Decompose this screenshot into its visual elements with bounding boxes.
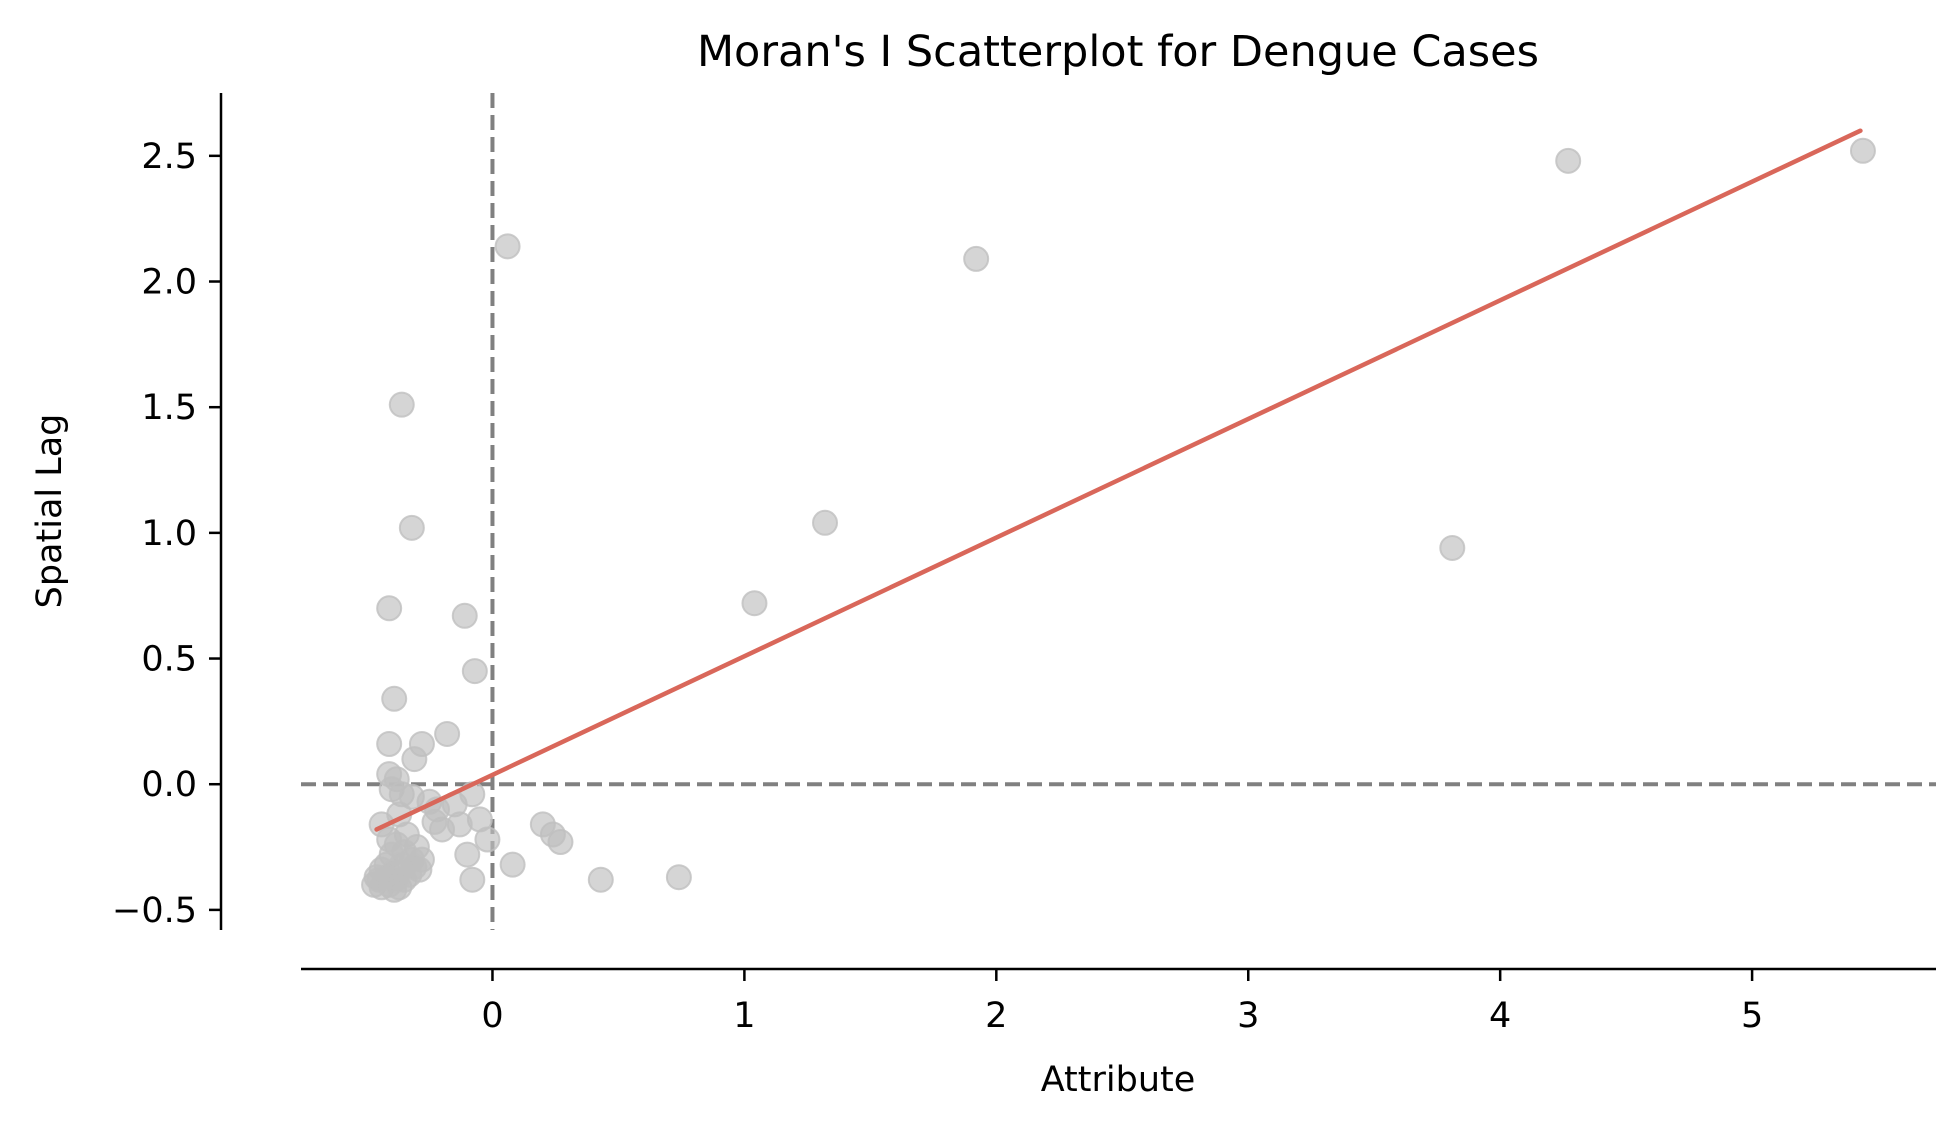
- scatter-point: [454, 841, 481, 868]
- scatter-point: [529, 811, 556, 838]
- y-tick-label: −0.5: [112, 891, 197, 931]
- y-tick-label: 0.5: [141, 640, 197, 680]
- scatter-point: [383, 866, 410, 893]
- x-axis-ticks: 0 1 2 3 4 5: [481, 969, 1763, 1036]
- scatter-point: [665, 864, 692, 891]
- scatter-point: [398, 514, 425, 541]
- y-axis-label: Spatial Lag: [30, 414, 70, 609]
- x-tick-label: 3: [1237, 996, 1259, 1036]
- scatter-point: [459, 866, 486, 893]
- fit-line: [374, 128, 1863, 832]
- scatter-point: [474, 826, 501, 853]
- y-tick-label: 2.0: [141, 263, 197, 303]
- x-tick-label: 0: [481, 996, 503, 1036]
- scatter-point: [434, 720, 461, 747]
- scatter-point: [494, 233, 521, 260]
- x-axis-label: Attribute: [1041, 1060, 1196, 1100]
- scatter-point: [741, 590, 768, 617]
- scatter-point: [587, 866, 614, 893]
- scatter-point: [1555, 147, 1582, 174]
- scatter-point: [388, 391, 415, 418]
- scatter-point: [963, 245, 990, 272]
- y-tick-label: 0.0: [141, 765, 197, 805]
- x-tick-label: 5: [1741, 996, 1763, 1036]
- y-tick-label: 1.5: [141, 388, 197, 428]
- chart-title: Moran's I Scatterplot for Dengue Cases: [697, 27, 1539, 77]
- x-tick-label: 2: [985, 996, 1007, 1036]
- scatter-point: [1849, 137, 1876, 164]
- scatter-point: [1439, 534, 1466, 561]
- y-tick-label: 2.5: [141, 137, 197, 177]
- scatter-point: [461, 658, 488, 685]
- scatter-point: [401, 746, 428, 773]
- x-tick-label: 1: [733, 996, 755, 1036]
- scatter-point: [451, 602, 478, 629]
- scatter-point: [381, 685, 408, 712]
- scatter-point: [376, 595, 403, 622]
- scatter-point: [499, 851, 526, 878]
- data-points: [361, 137, 1876, 903]
- scatter-point: [421, 808, 448, 835]
- x-tick-label: 4: [1489, 996, 1511, 1036]
- scatter-point: [376, 731, 403, 757]
- y-axis-ticks: −0.5 0.0 0.5 1.0 1.5 2.0 2.5: [112, 137, 221, 931]
- y-tick-label: 1.0: [141, 514, 197, 554]
- regression-line: [374, 128, 1863, 832]
- reference-lines: [301, 93, 1936, 930]
- scatter-point: [812, 509, 839, 536]
